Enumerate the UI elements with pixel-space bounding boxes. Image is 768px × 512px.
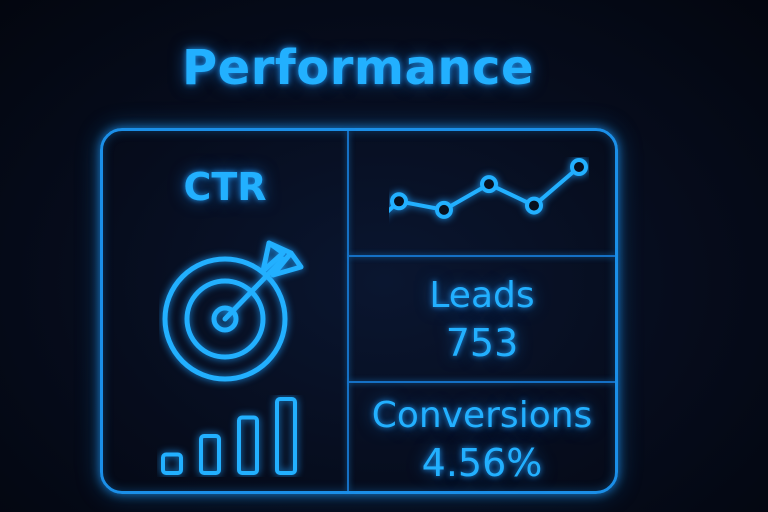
trend-point-3 xyxy=(480,175,498,194)
leads-label: Leads xyxy=(429,275,535,316)
bar-1 xyxy=(161,452,183,475)
trend-point-4 xyxy=(525,196,543,215)
horizontal-divider-top xyxy=(349,255,615,257)
target-arrow-icon xyxy=(162,240,304,382)
trend-line-chart xyxy=(389,158,588,219)
bar-chart-icon xyxy=(161,397,297,475)
horizontal-divider-bottom xyxy=(349,381,615,383)
performance-card: CTR Leads 753 Conversions 4.56% xyxy=(100,128,618,494)
conversions-value: 4.56% xyxy=(421,441,543,485)
trend-point-2 xyxy=(435,200,453,219)
ctr-label: CTR xyxy=(183,165,267,209)
bar-3 xyxy=(237,415,259,475)
conversions-label: Conversions xyxy=(371,395,593,436)
vertical-divider xyxy=(347,131,349,491)
trend-point-5 xyxy=(570,158,588,176)
bar-2 xyxy=(199,434,221,475)
bar-4 xyxy=(275,397,297,475)
leads-value: 753 xyxy=(445,321,519,365)
page-title: Performance xyxy=(181,40,535,96)
trend-point-1 xyxy=(390,192,408,211)
